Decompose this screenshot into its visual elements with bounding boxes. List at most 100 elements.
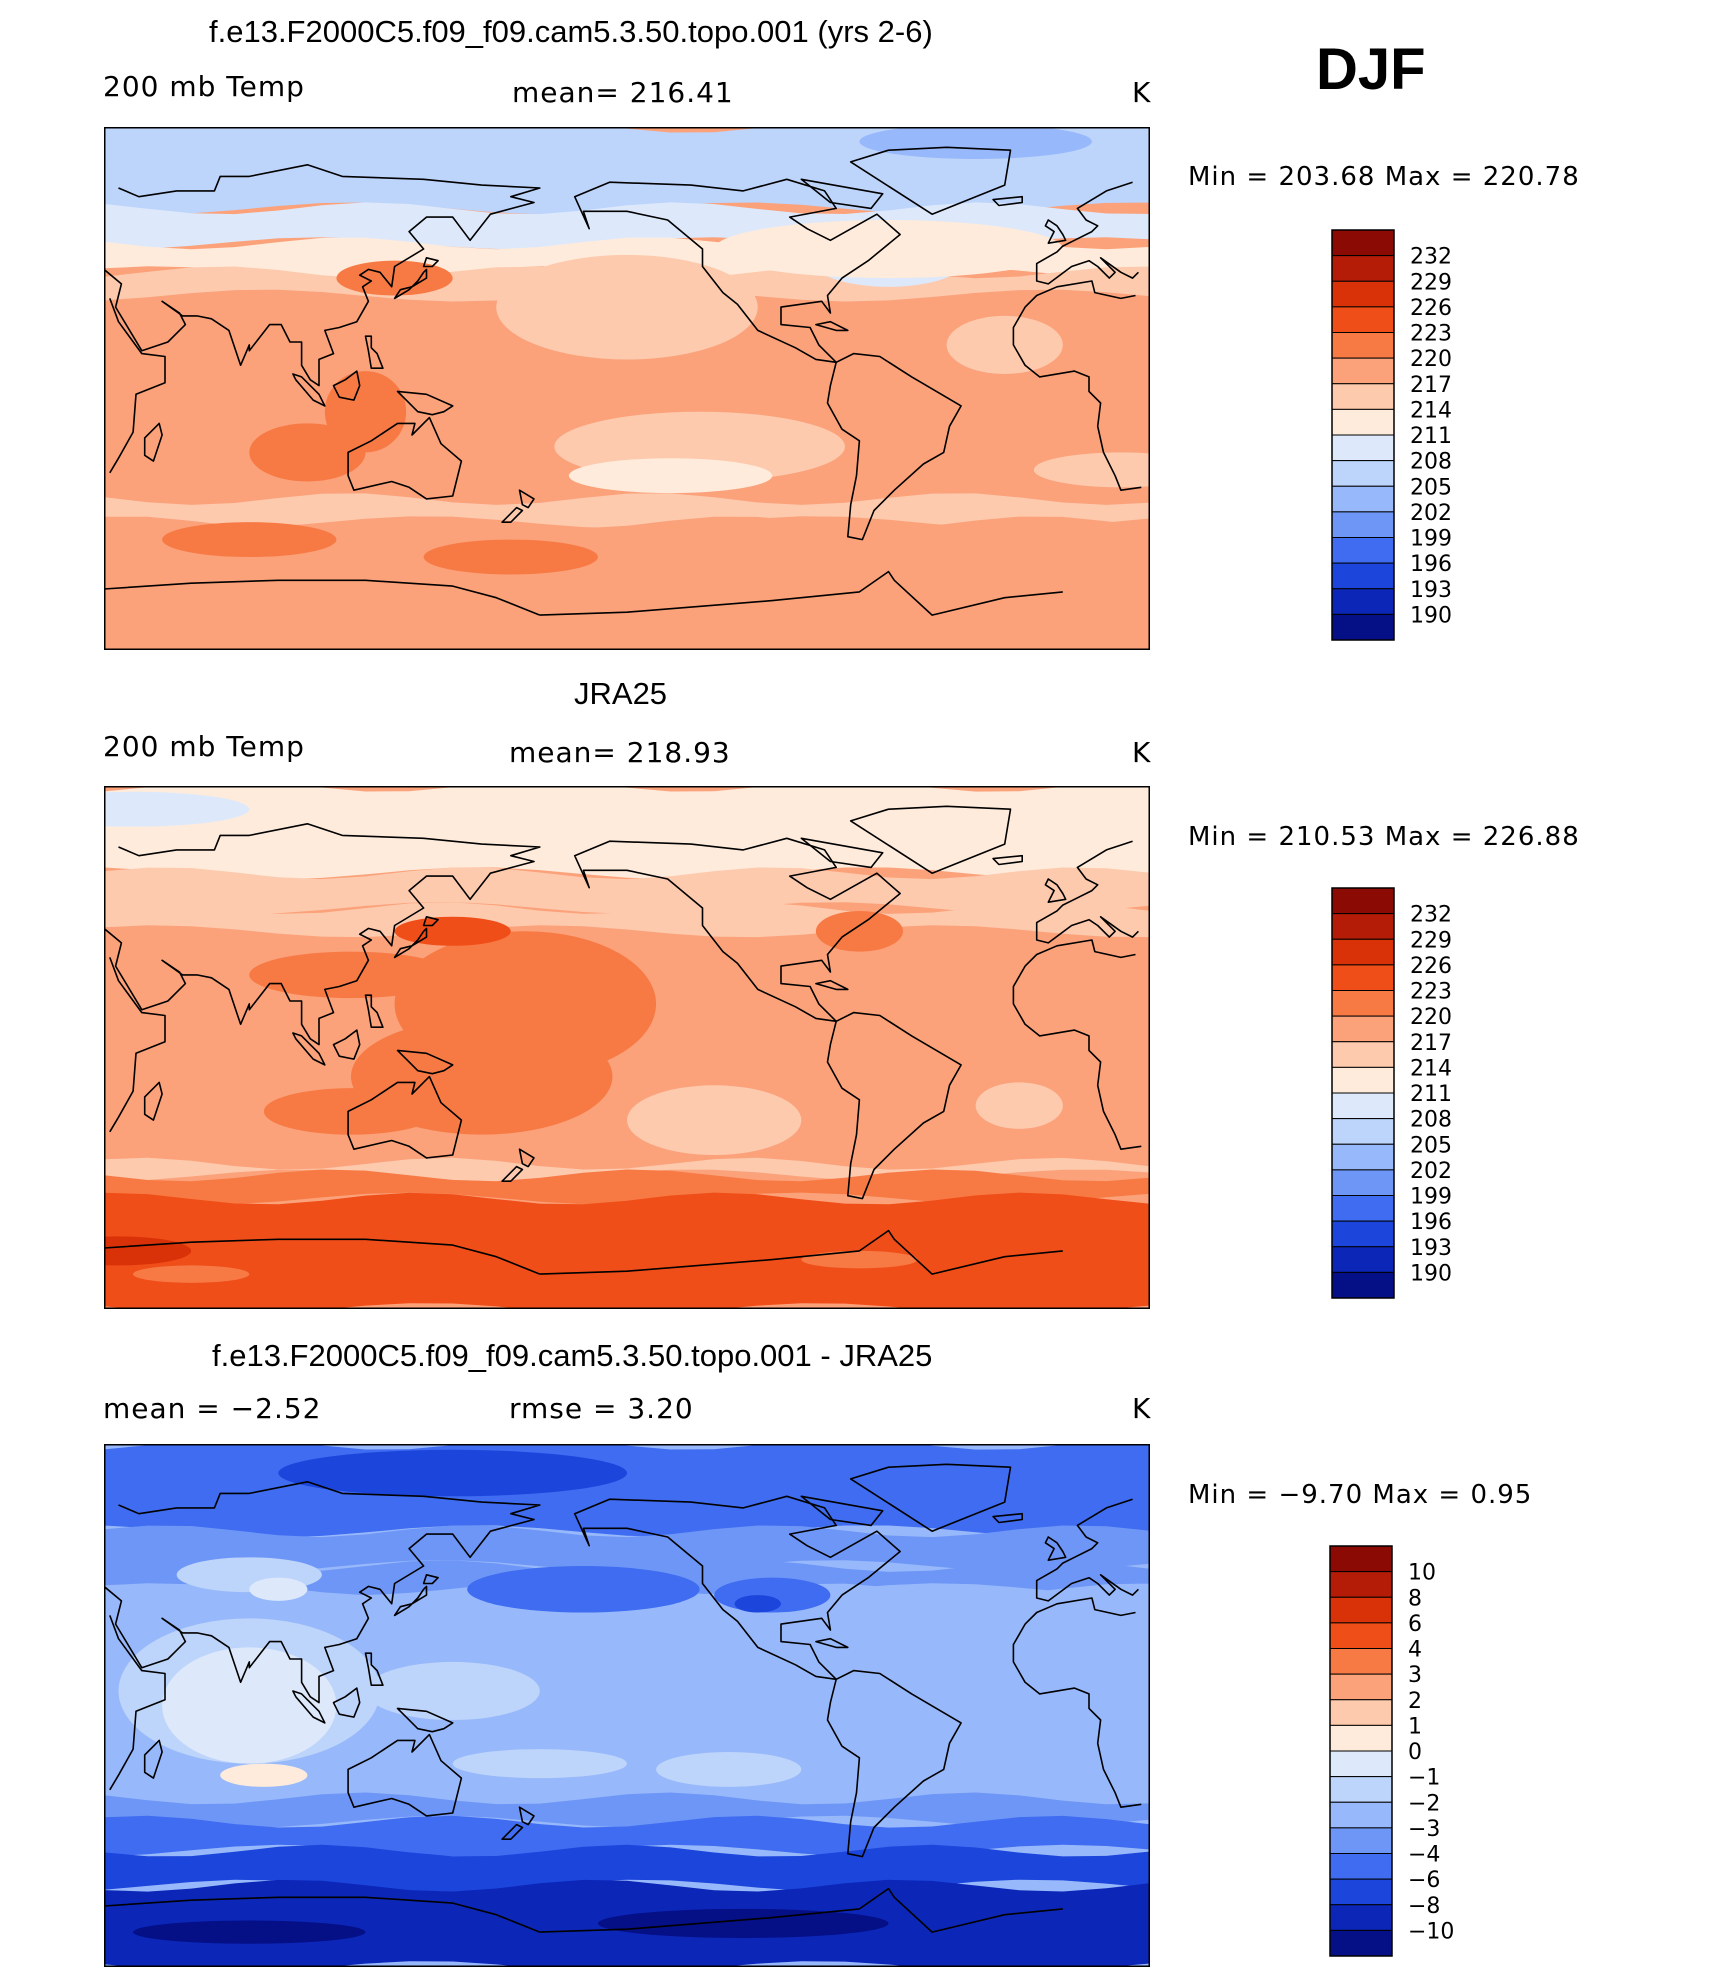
panel-title: f.e13.F2000C5.f09_f09.cam5.3.50.topo.001…: [212, 1338, 933, 1373]
colorbar-swatch: [1331, 511, 1395, 538]
colorbar-label: 214: [1410, 1056, 1452, 1081]
colorbar-label: 223: [1410, 980, 1452, 1005]
colorbar-swatch: [1331, 1169, 1395, 1196]
colorbar-label: 232: [1410, 245, 1452, 270]
colorbar-label: 196: [1410, 1210, 1452, 1235]
colorbar-label: 10: [1408, 1561, 1436, 1586]
colorbar-swatch: [1331, 1271, 1395, 1299]
colorbar-label: 211: [1410, 424, 1452, 449]
colorbar-swatch: [1329, 1571, 1393, 1598]
colorbar-swatch: [1329, 1878, 1393, 1906]
season-label: DJF: [1316, 37, 1426, 102]
colorbar-swatch: [1331, 938, 1395, 966]
colorbar-swatch: [1329, 1801, 1393, 1829]
colorbar-swatch: [1329, 1724, 1393, 1752]
colorbar-swatch: [1329, 1904, 1393, 1931]
colorbar-label: 205: [1410, 475, 1452, 500]
colorbar-swatch: [1329, 1596, 1393, 1624]
colorbar-label: 226: [1410, 954, 1452, 979]
colorbar-label: 190: [1410, 603, 1452, 628]
colorbar-label: 226: [1410, 296, 1452, 321]
colorbar-label: −8: [1408, 1894, 1440, 1919]
colorbar-label: −3: [1408, 1817, 1440, 1842]
panel-min-max: Min = −9.70 Max = 0.95: [1188, 1480, 1533, 1510]
colorbar-swatch: [1331, 964, 1395, 991]
colorbar-swatch: [1331, 280, 1395, 308]
colorbar-swatch: [1331, 229, 1395, 257]
colorbar-label: 190: [1410, 1261, 1452, 1286]
map-panel: [104, 127, 1150, 650]
colorbar-swatch: [1329, 1673, 1393, 1701]
colorbar-label: 229: [1410, 928, 1452, 953]
colorbar-label: 8: [1408, 1586, 1422, 1611]
panel-units: K: [1132, 736, 1152, 769]
colorbar-label: 217: [1410, 373, 1452, 398]
colorbar-label: 6: [1408, 1612, 1422, 1637]
colorbar-swatch: [1331, 887, 1395, 915]
colorbar-swatch: [1329, 1545, 1393, 1573]
colorbar-label: −6: [1408, 1868, 1440, 1893]
colorbar-swatch: [1331, 357, 1395, 385]
colorbar-label: 202: [1410, 501, 1452, 526]
colorbar-label: 0: [1408, 1740, 1422, 1765]
panel-center-label: mean= 216.41: [512, 76, 734, 109]
contour-fill: [104, 1444, 1150, 1967]
colorbar: 2322292262232202172142112082052021991961…: [1331, 887, 1452, 1299]
colorbar-swatch: [1331, 408, 1395, 436]
colorbar-swatch: [1331, 1143, 1395, 1171]
panel-left-label: mean = −2.52: [103, 1392, 322, 1425]
panel-title: JRA25: [574, 676, 668, 711]
colorbar-label: 217: [1410, 1031, 1452, 1056]
colorbar-swatch: [1331, 306, 1395, 333]
panel-title: f.e13.F2000C5.f09_f09.cam5.3.50.topo.001…: [209, 14, 933, 49]
colorbar-swatch: [1331, 1015, 1395, 1043]
colorbar-swatch: [1331, 588, 1395, 615]
colorbar-label: 196: [1410, 552, 1452, 577]
colorbar-swatch: [1331, 562, 1395, 590]
colorbar-swatch: [1331, 383, 1395, 410]
colorbar-swatch: [1331, 332, 1395, 359]
colorbar-label: 1: [1408, 1714, 1422, 1739]
map-panel: [104, 786, 1150, 1309]
colorbar-swatch: [1329, 1622, 1393, 1649]
colorbar-swatch: [1329, 1929, 1393, 1957]
panel-units: K: [1132, 1392, 1152, 1425]
colorbar-label: 232: [1410, 903, 1452, 928]
colorbar-label: −1: [1408, 1766, 1440, 1791]
coastline: [104, 1463, 1142, 1933]
colorbar-swatch: [1331, 460, 1395, 487]
panel-center-label: rmse = 3.20: [509, 1392, 694, 1425]
colorbar-swatch: [1329, 1699, 1393, 1726]
colorbar: 2322292262232202172142112082052021991961…: [1331, 229, 1452, 641]
colorbar-swatch: [1329, 1750, 1393, 1778]
colorbar-swatch: [1331, 1195, 1395, 1222]
colorbar-label: 4: [1408, 1638, 1422, 1663]
colorbar-swatch: [1329, 1827, 1393, 1854]
panel-units: K: [1132, 76, 1152, 109]
panel-center-label: mean= 218.93: [509, 736, 731, 769]
colorbar-label: 214: [1410, 398, 1452, 423]
colorbar-swatch: [1331, 485, 1395, 513]
panel-left-label: 200 mb Temp: [103, 70, 305, 103]
panel-min-max: Min = 203.68 Max = 220.78: [1188, 162, 1580, 192]
colorbar-label: 220: [1410, 1005, 1452, 1030]
coastline: [104, 146, 1142, 616]
colorbar-label: 202: [1410, 1159, 1452, 1184]
colorbar-label: 211: [1410, 1082, 1452, 1107]
coastline: [104, 805, 1142, 1275]
colorbar-label: −2: [1408, 1791, 1440, 1816]
contour-fill: [104, 127, 1150, 650]
colorbar-swatch: [1331, 613, 1395, 641]
colorbar-swatch: [1331, 990, 1395, 1017]
colorbar-label: 193: [1410, 1236, 1452, 1261]
colorbar-label: −4: [1408, 1843, 1440, 1868]
colorbar-swatch: [1331, 913, 1395, 940]
colorbar-swatch: [1331, 1041, 1395, 1068]
colorbar-label: 229: [1410, 270, 1452, 295]
colorbar-label: 199: [1410, 527, 1452, 552]
colorbar-label: 199: [1410, 1185, 1452, 1210]
colorbar-swatch: [1331, 537, 1395, 564]
colorbar-label: −10: [1408, 1919, 1454, 1944]
colorbar-swatch: [1331, 434, 1395, 462]
